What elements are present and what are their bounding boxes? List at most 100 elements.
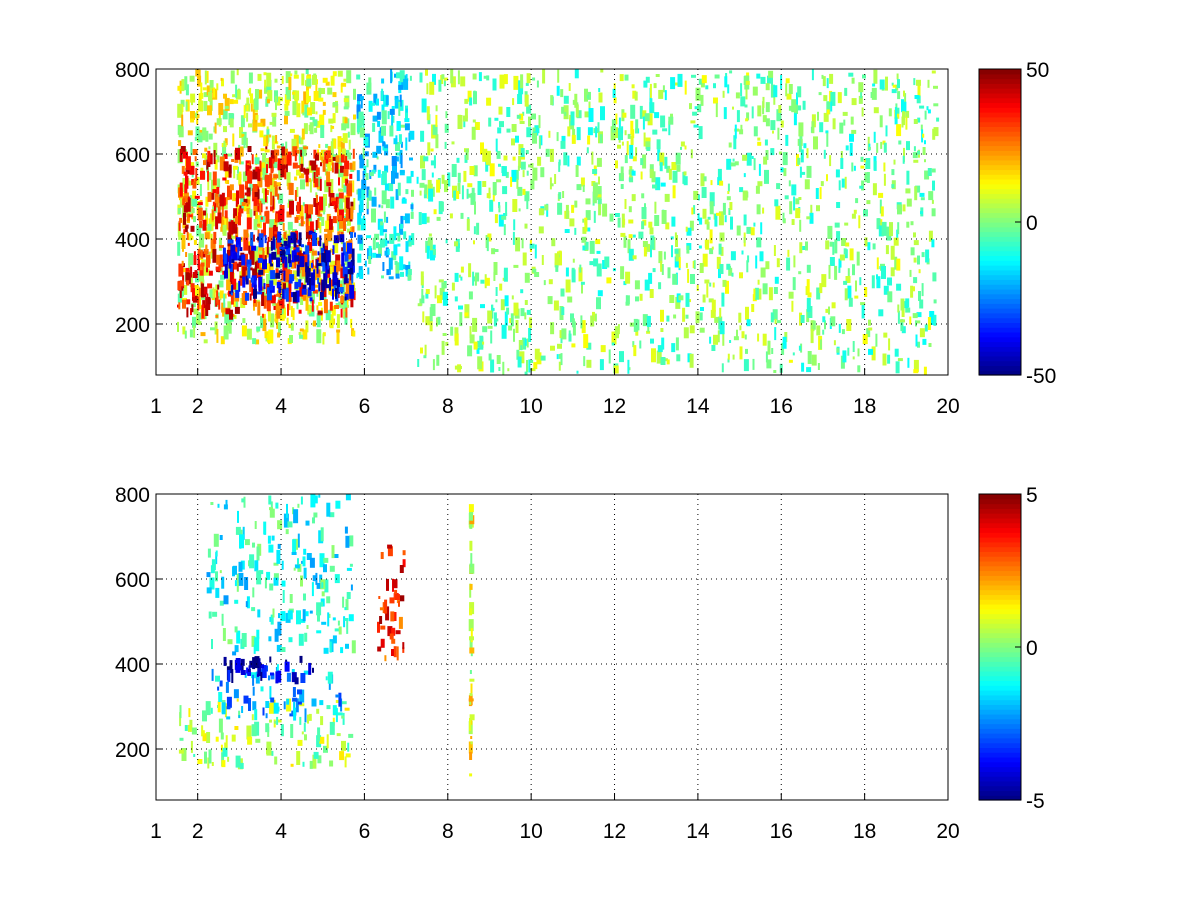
heatmap-cell (802, 246, 806, 250)
heatmap-cell (410, 170, 414, 177)
heatmap-cell (178, 140, 182, 147)
heatmap-cell (711, 345, 716, 351)
heatmap-cell (272, 207, 275, 213)
heatmap-cell (242, 318, 246, 324)
heatmap-cell (238, 710, 241, 718)
heatmap-cell (829, 241, 833, 247)
heatmap-cell (293, 567, 296, 571)
top-grid (156, 69, 948, 375)
heatmap-cell (305, 80, 307, 87)
heatmap-cell (469, 752, 473, 760)
heatmap-cell (360, 218, 366, 231)
heatmap-cell (185, 168, 190, 175)
heatmap-cell (709, 282, 712, 287)
colorbar-swatch (979, 355, 1021, 362)
heatmap-cell (398, 600, 400, 607)
heatmap-cell (437, 295, 442, 304)
heatmap-cell (580, 281, 585, 285)
y-tick-label: 200 (115, 314, 150, 337)
heatmap-cell (649, 169, 654, 179)
heatmap-cell (635, 147, 638, 157)
heatmap-cell (585, 198, 591, 205)
heatmap-cell (226, 217, 229, 230)
heatmap-cell (670, 236, 674, 240)
heatmap-cell (574, 93, 578, 108)
heatmap-cell (662, 85, 665, 93)
heatmap-cell (432, 124, 438, 135)
heatmap-cell (498, 106, 503, 115)
heatmap-cell (419, 72, 423, 83)
heatmap-cell (894, 117, 898, 125)
heatmap-cell (192, 288, 195, 298)
heatmap-cell (798, 139, 801, 153)
heatmap-cell (387, 546, 393, 557)
heatmap-cell (229, 184, 234, 191)
heatmap-cell (664, 193, 670, 202)
colorbar-swatch (979, 599, 1021, 605)
heatmap-cell (816, 325, 821, 336)
heatmap-cell (440, 75, 444, 84)
heatmap-cell (635, 119, 639, 134)
heatmap-cell (211, 639, 213, 649)
heatmap-cell (714, 74, 720, 79)
heatmap-cell (289, 200, 294, 215)
heatmap-cell (817, 363, 820, 370)
heatmap-cell (721, 292, 725, 307)
heatmap-cell (560, 337, 563, 344)
heatmap-cell (768, 70, 774, 78)
heatmap-cell (827, 225, 833, 239)
heatmap-cell (503, 270, 507, 280)
heatmap-cell (553, 300, 559, 311)
heatmap-cell (325, 81, 330, 86)
heatmap-cell (596, 186, 602, 200)
heatmap-cell (550, 183, 554, 187)
heatmap-cell (226, 180, 230, 184)
heatmap-cell (390, 611, 395, 622)
heatmap-cell (587, 91, 591, 100)
heatmap-cell (349, 535, 354, 547)
heatmap-cell (342, 174, 345, 181)
heatmap-cell (177, 293, 183, 303)
heatmap-cell (913, 78, 916, 86)
heatmap-cell (396, 274, 399, 278)
heatmap-cell (444, 180, 448, 193)
heatmap-cell (343, 616, 346, 628)
heatmap-cell (896, 107, 900, 114)
heatmap-cell (389, 597, 395, 604)
heatmap-cell (610, 126, 616, 141)
colorbar-swatch (979, 494, 1021, 500)
heatmap-cell (580, 177, 585, 187)
heatmap-cell (805, 286, 808, 296)
heatmap-cell (335, 155, 340, 163)
heatmap-cell (315, 111, 318, 115)
heatmap-cell (524, 312, 527, 320)
heatmap-cell (660, 309, 664, 322)
heatmap-cell (633, 318, 638, 332)
heatmap-cell (556, 85, 560, 96)
heatmap-cell (767, 340, 771, 355)
heatmap-cell (253, 306, 255, 311)
heatmap-cell (278, 322, 281, 337)
heatmap-cell (260, 686, 264, 692)
heatmap-cell (287, 303, 289, 316)
heatmap-cell (526, 104, 532, 114)
heatmap-cell (224, 742, 227, 750)
heatmap-cell (746, 112, 750, 121)
heatmap-cell (913, 277, 918, 284)
heatmap-cell (295, 149, 300, 154)
heatmap-cell (273, 702, 279, 714)
heatmap-cell (337, 620, 340, 626)
heatmap-cell (642, 314, 648, 327)
heatmap-cell (247, 264, 251, 279)
heatmap-cell (199, 184, 202, 196)
heatmap-cell (472, 271, 475, 286)
heatmap-cell (322, 109, 326, 115)
heatmap-cell (260, 316, 264, 329)
colorbar-swatch (979, 647, 1021, 653)
heatmap-cell (207, 150, 211, 162)
heatmap-cell (457, 366, 462, 369)
heatmap-cell (187, 233, 192, 241)
heatmap-cell (298, 332, 302, 335)
colorbar-swatch (979, 752, 1021, 758)
heatmap-cell (284, 256, 288, 268)
